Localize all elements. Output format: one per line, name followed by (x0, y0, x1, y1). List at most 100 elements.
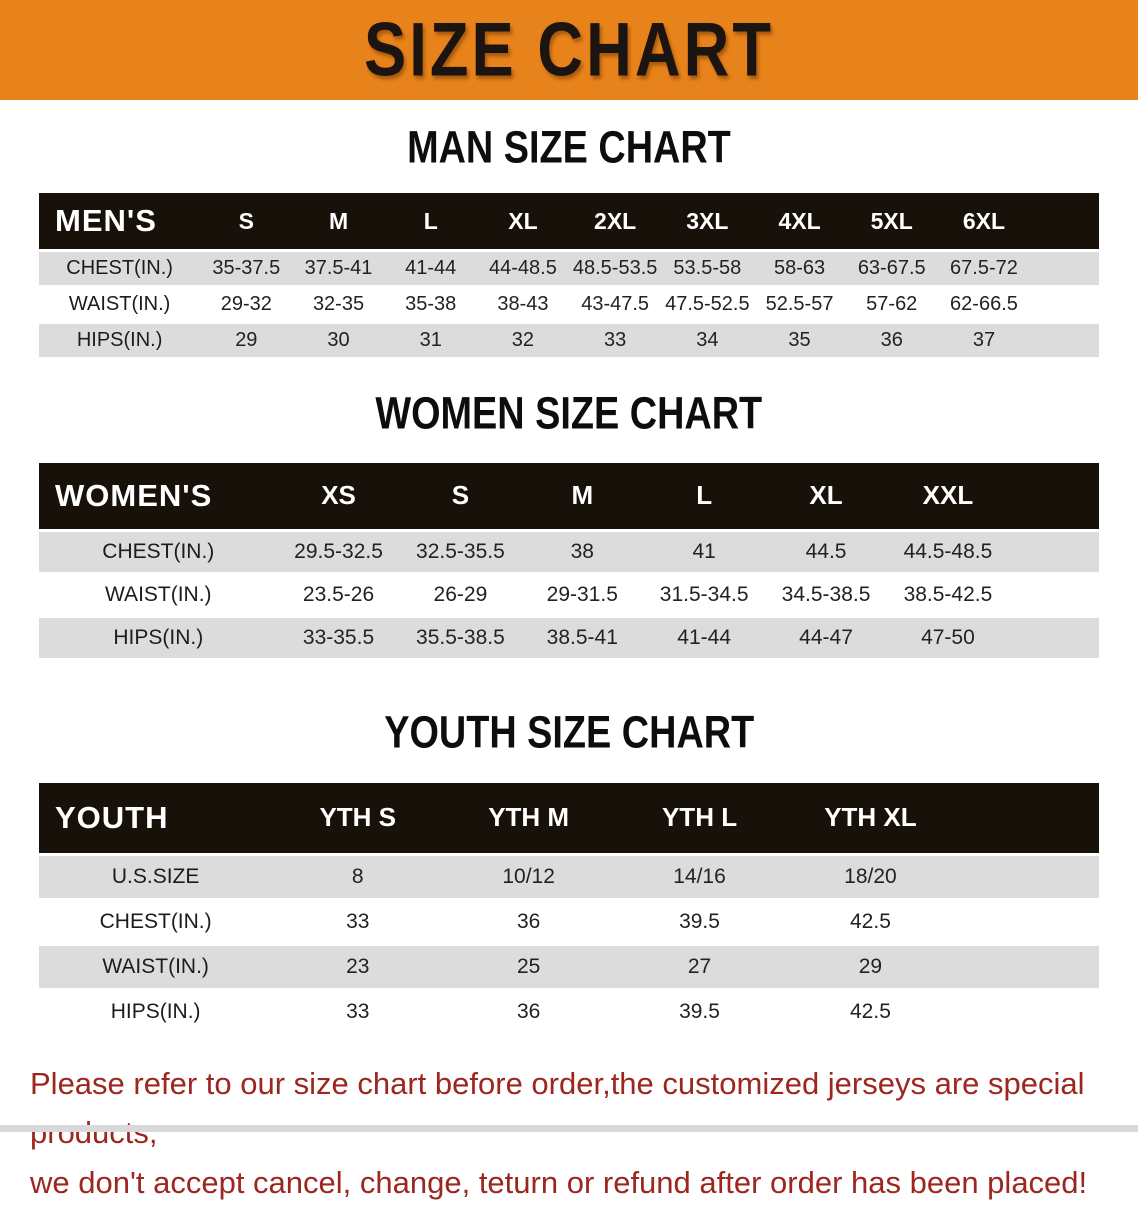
size-cell: 44.5-48.5 (886, 530, 1009, 574)
column-header: YTH L (614, 782, 785, 855)
column-header: M (292, 193, 385, 251)
man-size-chart-title: MAN SIZE CHART (407, 122, 731, 174)
size-cell: 36 (516, 999, 541, 1023)
size-cell: 38-43 (497, 293, 549, 316)
size-cell: 57-62 (866, 293, 918, 316)
column-header: XS (277, 462, 400, 531)
size-cell: 53.5-58 (661, 250, 754, 287)
column-header: S (399, 462, 522, 531)
column-header: 5XL (845, 193, 938, 251)
size-cell: 10/12 (443, 854, 615, 900)
header-row: MEN'S S M L XL 2XL 3XL 4XL 5XL 6XL (39, 193, 1099, 251)
column-header: 4XL (753, 193, 846, 251)
row-label: HIPS(IN.) (39, 616, 278, 658)
size-cell: 31 (384, 322, 477, 358)
size-cell: 44-47 (765, 616, 887, 658)
man-section-heading: MAN SIZE CHART (0, 122, 1138, 174)
table-row: U.S.SIZE 8 10/12 14/16 18/20 (39, 854, 1099, 900)
size-cell: 35-38 (405, 293, 457, 316)
column-header: XL (476, 193, 570, 251)
row-spacer (1008, 616, 1099, 658)
size-cell: 42.5 (850, 999, 891, 1023)
size-cell: 58-63 (753, 250, 846, 287)
column-header: M (521, 462, 644, 531)
header-spacer (1030, 193, 1099, 251)
disclaimer-line-2: we don't accept cancel, change, teturn o… (30, 1165, 1088, 1201)
column-header: 2XL (569, 193, 662, 251)
column-header: S (200, 193, 293, 251)
row-spacer (1009, 573, 1099, 616)
header-row: WOMEN'S XS S M L XL XXL (39, 462, 1099, 531)
row-spacer (956, 899, 1099, 944)
row-spacer (956, 989, 1099, 1033)
womens-size-table: WOMEN'S XS S M L XL XXL CHEST(IN.) 29.5-32.5 32.5… (39, 462, 1099, 658)
size-cell: 39.5 (679, 909, 720, 933)
size-cell: 35 (753, 322, 846, 358)
row-spacer (955, 944, 1099, 990)
table-row: WAIST(IN.) 23 25 27 29 (39, 944, 1099, 990)
table-row: HIPS(IN.) 29 30 31 32 33 34 35 36 37 (39, 322, 1099, 358)
size-chart-banner: SIZE CHART (0, 0, 1138, 100)
header-spacer (955, 782, 1099, 855)
size-cell: 38 (521, 530, 644, 574)
size-cell: 27 (614, 944, 785, 990)
size-cell: 33-35.5 (277, 616, 400, 658)
size-cell: 29 (784, 944, 956, 990)
women-size-chart-title: WOMEN SIZE CHART (375, 389, 763, 440)
size-cell: 67.5-72 (937, 250, 1031, 287)
youth-size-chart-title: YOUTH SIZE CHART (383, 707, 754, 758)
column-header: 6XL (937, 193, 1031, 251)
size-cell: 33 (346, 999, 370, 1023)
size-cell: 29.5-32.5 (277, 530, 400, 574)
column-header: XXL (886, 462, 1009, 531)
table-row: HIPS(IN.) 33 36 39.5 42.5 (39, 989, 1099, 1033)
size-cell: 23 (272, 944, 444, 990)
order-disclaimer: Please refer to our size chart before or… (30, 1059, 1102, 1208)
table-row: WAIST(IN.) 23.5-26 26-29 29-31.5 31.5-34.5 34… (39, 573, 1099, 616)
row-label: CHEST(IN.) (99, 909, 212, 933)
size-cell: 42.5 (850, 909, 891, 933)
size-cell: 34 (661, 322, 754, 358)
column-header: 3XL (661, 193, 754, 251)
header-spacer (1008, 462, 1099, 531)
table-row: WAIST(IN.) 29-32 32-35 35-38 38-43 43-47.5 47.… (39, 286, 1099, 323)
size-cell: 29 (200, 322, 293, 358)
column-header: L (384, 193, 477, 251)
size-cell: 32.5-35.5 (399, 530, 522, 574)
size-cell: 37.5-41 (292, 250, 385, 287)
column-header: YTH M (443, 782, 615, 855)
row-label: WAIST(IN.) (39, 944, 273, 990)
size-cell: 38.5-42.5 (903, 582, 993, 606)
size-cell: 23.5-26 (302, 582, 375, 606)
size-cell: 41 (643, 530, 766, 574)
table-corner-label: YOUTH (39, 782, 273, 855)
size-cell: 32-35 (312, 293, 365, 316)
column-header: L (643, 462, 766, 531)
column-header: XL (765, 462, 887, 531)
size-cell: 62-66.5 (950, 293, 1018, 316)
table-row: CHEST(IN.) 35-37.5 37.5-41 41-44 44-48.5 48.5… (39, 250, 1099, 287)
row-spacer (1030, 322, 1099, 358)
women-section-heading: WOMEN SIZE CHART (0, 389, 1138, 440)
mens-size-table: MEN'S S M L XL 2XL 3XL 4XL 5XL 6XL CHEST(IN.) 35-37… (39, 193, 1099, 358)
row-label: HIPS(IN.) (39, 322, 201, 358)
size-cell: 32 (476, 322, 570, 358)
size-cell: 30 (292, 322, 385, 358)
size-cell: 44.5 (765, 530, 887, 574)
size-cell: 8 (272, 854, 444, 900)
table-corner-label: WOMEN'S (39, 462, 278, 531)
row-label: CHEST(IN.) (39, 530, 278, 574)
size-cell: 48.5-53.5 (569, 250, 662, 287)
size-cell: 41-44 (643, 616, 766, 658)
size-cell: 36 (516, 909, 541, 933)
size-cell: 31.5-34.5 (659, 582, 749, 606)
size-cell: 43-47.5 (581, 293, 650, 316)
row-spacer (1008, 530, 1099, 574)
header-row: YOUTH YTH S YTH M YTH L YTH XL (39, 782, 1099, 855)
banner-title: SIZE CHART (363, 7, 775, 93)
size-cell: 34.5-38.5 (781, 582, 871, 606)
size-cell: 33 (569, 322, 662, 358)
size-cell: 38.5-41 (521, 616, 644, 658)
size-cell: 29-31.5 (546, 582, 618, 606)
table-corner-label: MEN'S (39, 193, 201, 251)
